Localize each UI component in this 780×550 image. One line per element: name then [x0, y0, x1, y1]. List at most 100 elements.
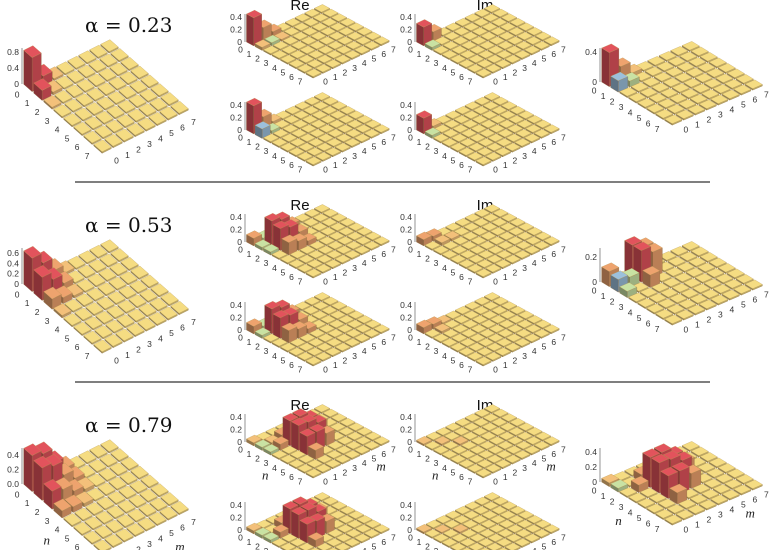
bar [129, 480, 148, 495]
bar [639, 87, 658, 99]
z-tick-label: 0.2 [7, 465, 19, 475]
n-tick-label: 6 [289, 472, 294, 482]
bar [320, 315, 337, 325]
bar [424, 329, 441, 339]
bar [639, 287, 658, 299]
bar [424, 441, 441, 451]
bar [97, 82, 116, 97]
bar [95, 510, 114, 525]
bar [93, 539, 112, 550]
bar [479, 547, 490, 550]
bar [454, 106, 471, 116]
z-tick-label: 0 [592, 277, 597, 287]
bar [469, 533, 486, 544]
m-tick-label: 5 [169, 128, 174, 138]
bar [441, 538, 458, 548]
m-tick-label: 6 [180, 323, 185, 333]
z-tick-label: 0.4 [230, 412, 242, 422]
n-tick-label: 1 [25, 498, 30, 508]
bar [356, 427, 373, 437]
bar [322, 8, 339, 19]
bar [669, 483, 688, 505]
n-tick-label: 7 [298, 277, 303, 287]
bar [651, 282, 670, 294]
m-tick-label: 2 [513, 267, 518, 277]
m-tick-label: 2 [706, 314, 711, 324]
bar [715, 473, 734, 485]
bar [491, 218, 508, 228]
bar [497, 441, 514, 451]
bar [305, 356, 322, 367]
bar [104, 134, 123, 149]
n-tick-label: 2 [255, 54, 260, 64]
bar [647, 56, 666, 67]
bar [98, 68, 117, 83]
bar [297, 64, 314, 74]
bar [681, 241, 700, 252]
n-tick-label: 5 [451, 67, 456, 77]
bar [441, 138, 458, 148]
bar [480, 431, 497, 442]
bar [458, 147, 475, 158]
bar [64, 98, 83, 113]
m-tick-label: 6 [381, 137, 386, 147]
m-tick-label: 3 [352, 463, 357, 473]
bar [160, 92, 179, 107]
bar [137, 517, 156, 532]
m-tick-label: 7 [391, 132, 396, 142]
bar [327, 329, 344, 339]
n-tick-label: 5 [637, 113, 642, 123]
bar [424, 529, 441, 539]
m-tick-label: 4 [532, 458, 537, 468]
bar [335, 133, 352, 144]
bar [298, 454, 315, 465]
bar [314, 4, 330, 14]
bar [115, 528, 134, 543]
bar [416, 110, 433, 135]
m-tick-label: 2 [706, 514, 711, 524]
n-tick-label: 5 [281, 67, 286, 77]
n-tick-label: 6 [459, 472, 464, 482]
bar [699, 52, 718, 63]
bar [479, 441, 496, 451]
bar [88, 259, 107, 274]
m-tick-label: 2 [513, 67, 518, 77]
bar [476, 259, 493, 270]
bar [130, 465, 149, 480]
bar [487, 45, 504, 56]
z-tick-label: 0.6 [7, 248, 19, 258]
bar [480, 519, 497, 530]
bar [73, 121, 92, 136]
bar [462, 231, 479, 242]
bar [689, 94, 708, 105]
m-tick-label: 1 [695, 319, 700, 329]
bar [434, 524, 451, 535]
bar [651, 82, 670, 94]
bar [271, 538, 288, 548]
bar [681, 41, 700, 52]
m-tick-label: 7 [561, 244, 566, 254]
bar [694, 73, 713, 84]
bar [99, 453, 118, 468]
bar [365, 31, 381, 42]
bar [495, 259, 511, 270]
bar [297, 464, 314, 474]
bar [463, 22, 480, 33]
m-tick-label: 3 [352, 351, 357, 361]
bar [499, 22, 516, 33]
bar [475, 68, 492, 79]
bar [498, 431, 515, 442]
bar [106, 505, 125, 520]
m-tick-label: 1 [125, 350, 130, 360]
bar [282, 124, 299, 135]
n-tick-label: 2 [425, 342, 430, 352]
z-tick-label: 0.2 [230, 25, 242, 35]
bar [365, 319, 381, 330]
bar [84, 316, 103, 331]
bar [433, 445, 450, 456]
bar [498, 547, 509, 550]
m-tick-label: 4 [532, 58, 537, 68]
z-tick-label: 0 [237, 325, 242, 335]
